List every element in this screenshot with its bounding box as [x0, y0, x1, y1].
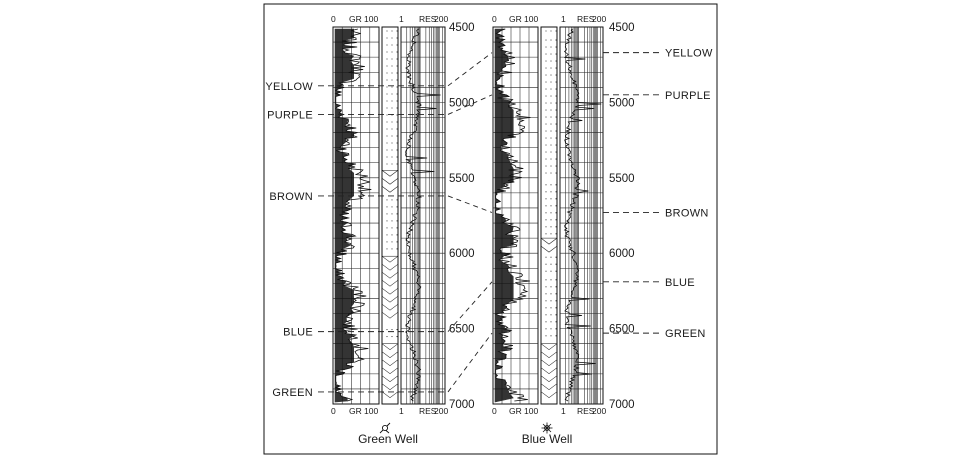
green-gr-track: [332, 26, 380, 405]
depth-label: 5000: [449, 97, 475, 109]
blue-res-header-name: RES: [577, 14, 595, 24]
correlation-lines: [447, 52, 493, 393]
blue-res-header-min: 1: [561, 14, 566, 24]
green-gr-header-min: 0: [331, 14, 336, 24]
green-lithology-column: [381, 26, 399, 405]
marker-label: PURPLE: [665, 90, 711, 102]
blue-gr-header-max: 100: [524, 14, 538, 24]
green-gr-footer-min: 0: [331, 406, 336, 416]
blue-res-track: [559, 26, 604, 405]
depth-label: 5500: [609, 173, 635, 185]
gas-well-icon: [379, 422, 391, 434]
figure-frame: [263, 3, 718, 455]
green-res-header-max: 200: [434, 14, 448, 24]
depth-label: 4500: [609, 22, 635, 34]
blue-res-header-max: 200: [592, 14, 606, 24]
blue-gr-footer-name: GR: [509, 406, 522, 416]
marker-label: YELLOW: [665, 48, 713, 60]
blue-gr-header-min: 0: [492, 14, 497, 24]
blue-gr-footer-max: 100: [524, 406, 538, 416]
green-res-header-name: RES: [419, 14, 437, 24]
marker-label: BROWN: [269, 191, 313, 203]
marker-label: GREEN: [665, 328, 706, 340]
depth-label: 7000: [449, 399, 475, 411]
correlation-line: [447, 281, 493, 332]
marker-labels: YELLOW PURPLE BROWN BLUE GREEN YELLOW PURPLE BR…: [265, 48, 713, 399]
marker-label: GREEN: [272, 387, 313, 399]
depth-label: 6000: [609, 248, 635, 260]
depth-label: 6500: [609, 324, 635, 336]
depth-label: 6500: [449, 324, 475, 336]
marker-label: BROWN: [665, 207, 709, 219]
depth-label: 5000: [609, 97, 635, 109]
depth-labels-blue: 4500 5000 5500 6000 6500 7000: [609, 22, 635, 411]
blue-gr-header-name: GR: [509, 14, 522, 24]
green-res-footer-max: 200: [434, 406, 448, 416]
green-well-log: 0 GR 100 1 RES 200 0 GR 100 1 RES 200 Gr…: [331, 14, 448, 446]
blue-gr-footer-min: 0: [492, 406, 497, 416]
green-well-name: Green Well: [358, 432, 418, 446]
marker-label: BLUE: [283, 327, 313, 339]
green-gr-footer-max: 100: [364, 406, 378, 416]
green-gr-header-name: GR: [349, 14, 362, 24]
green-gr-header-max: 100: [364, 14, 378, 24]
green-res-track: [400, 26, 446, 405]
depth-label: 6000: [449, 248, 475, 260]
depth-label: 4500: [449, 22, 475, 34]
blue-well-name: Blue Well: [522, 432, 572, 446]
marker-label: YELLOW: [265, 81, 313, 93]
depth-label: 5500: [449, 173, 475, 185]
correlation-line: [447, 195, 493, 213]
blue-res-footer-name: RES: [577, 406, 595, 416]
depth-labels-green: 4500 5000 5500 6000 6500 7000: [449, 22, 475, 411]
green-res-footer-name: RES: [419, 406, 437, 416]
marker-label: BLUE: [665, 277, 695, 289]
green-res-footer-min: 1: [399, 406, 404, 416]
blue-res-footer-min: 1: [561, 406, 566, 416]
correlation-line: [447, 94, 493, 115]
green-res-header-min: 1: [399, 14, 404, 24]
blue-gr-track: [492, 26, 539, 405]
green-gr-footer-name: GR: [349, 406, 362, 416]
depth-label: 7000: [609, 399, 635, 411]
marker-label: PURPLE: [267, 109, 313, 121]
blue-res-footer-max: 200: [592, 406, 606, 416]
correlation-line: [447, 52, 493, 87]
blue-lithology-column: [540, 26, 558, 405]
dry-hole-icon: [541, 422, 553, 434]
correlation-line: [447, 332, 493, 393]
blue-well-log: 0 GR 100 1 RES 200 0 GR 100 1 RES 200 Bl…: [492, 14, 606, 446]
